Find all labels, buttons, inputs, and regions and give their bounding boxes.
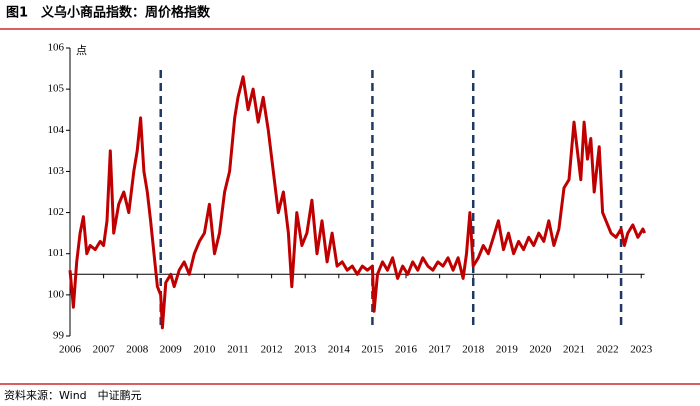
x-tick-label: 2018 <box>462 344 485 356</box>
y-tick-label: 106 <box>48 42 65 54</box>
y-tick-label: 101 <box>48 247 65 259</box>
y-tick-label: 100 <box>48 288 65 300</box>
x-tick-label: 2006 <box>59 344 82 356</box>
y-axis-label: 点 <box>76 44 87 57</box>
x-tick-label: 2011 <box>227 344 249 356</box>
x-tick-label: 2007 <box>93 344 116 356</box>
chart-title: 图1 义乌小商品指数：周价格指数 <box>6 5 211 21</box>
x-tick-label: 2017 <box>429 344 452 356</box>
x-tick-label: 2015 <box>361 344 384 356</box>
line-series <box>68 75 646 330</box>
x-tick-label: 2019 <box>496 344 519 356</box>
x-tick-label: 2023 <box>630 344 653 356</box>
x-tick-label: 2010 <box>193 344 216 356</box>
y-tick-label: 99 <box>53 330 65 342</box>
x-tick-label: 2020 <box>529 344 552 356</box>
x-tick-label: 2022 <box>597 344 619 356</box>
x-tick-label: 2013 <box>294 344 317 356</box>
y-tick-label: 102 <box>48 206 65 218</box>
x-tick-label: 2009 <box>160 344 183 356</box>
x-tick-label: 2021 <box>563 344 585 356</box>
y-tick-label: 103 <box>48 165 65 177</box>
source: 资料来源：Wind 中证鹏元 <box>4 388 142 402</box>
x-tick-label: 2016 <box>395 344 418 356</box>
y-tick-label: 105 <box>48 83 65 95</box>
x-tick-label: 2012 <box>261 344 283 356</box>
x-tick-label: 2008 <box>126 344 149 356</box>
y-tick-label: 104 <box>48 124 65 136</box>
x-tick-label: 2014 <box>328 344 351 356</box>
